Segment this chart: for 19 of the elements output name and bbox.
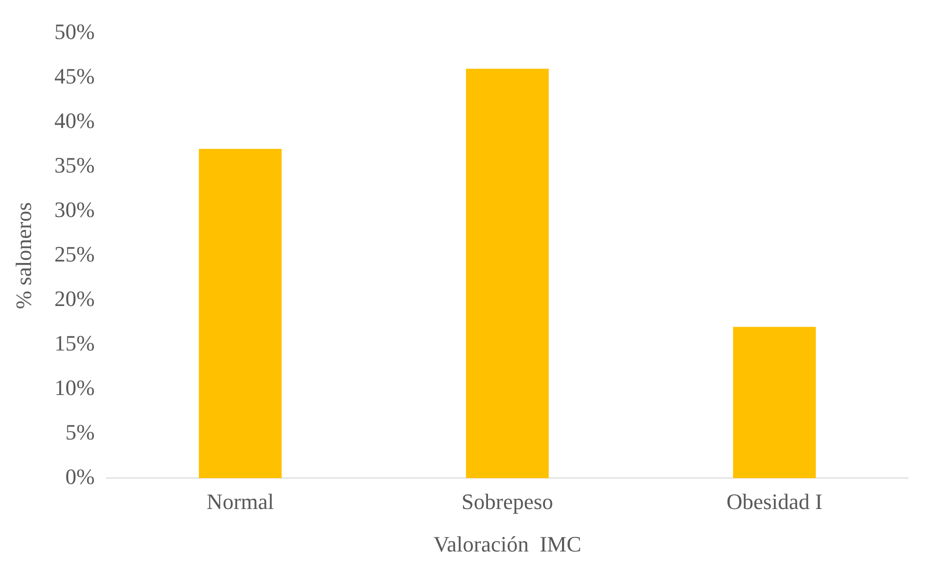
x-axis-title: Valoración IMC — [433, 532, 582, 557]
y-tick-label: 50% — [54, 18, 95, 44]
y-tick-label: 45% — [54, 63, 95, 88]
y-axis-title: % saloneros — [10, 202, 36, 310]
y-tick-label: 30% — [54, 196, 95, 222]
bar — [733, 326, 816, 478]
bar — [198, 148, 282, 478]
y-tick-label: 15% — [54, 330, 95, 356]
bar — [466, 68, 549, 478]
x-tick-label: Sobrepeso — [462, 489, 554, 514]
x-tick-label: Normal — [206, 489, 274, 514]
y-tick-label: 20% — [54, 286, 95, 311]
x-tick-label: Obesidad I — [726, 489, 822, 514]
y-tick-label: 5% — [65, 419, 95, 444]
y-tick-label: 35% — [54, 152, 95, 178]
y-tick-label: 10% — [54, 374, 95, 400]
y-tick-label: 25% — [54, 241, 95, 266]
y-tick-label: 0% — [65, 464, 95, 489]
y-tick-label: 40% — [54, 108, 95, 133]
